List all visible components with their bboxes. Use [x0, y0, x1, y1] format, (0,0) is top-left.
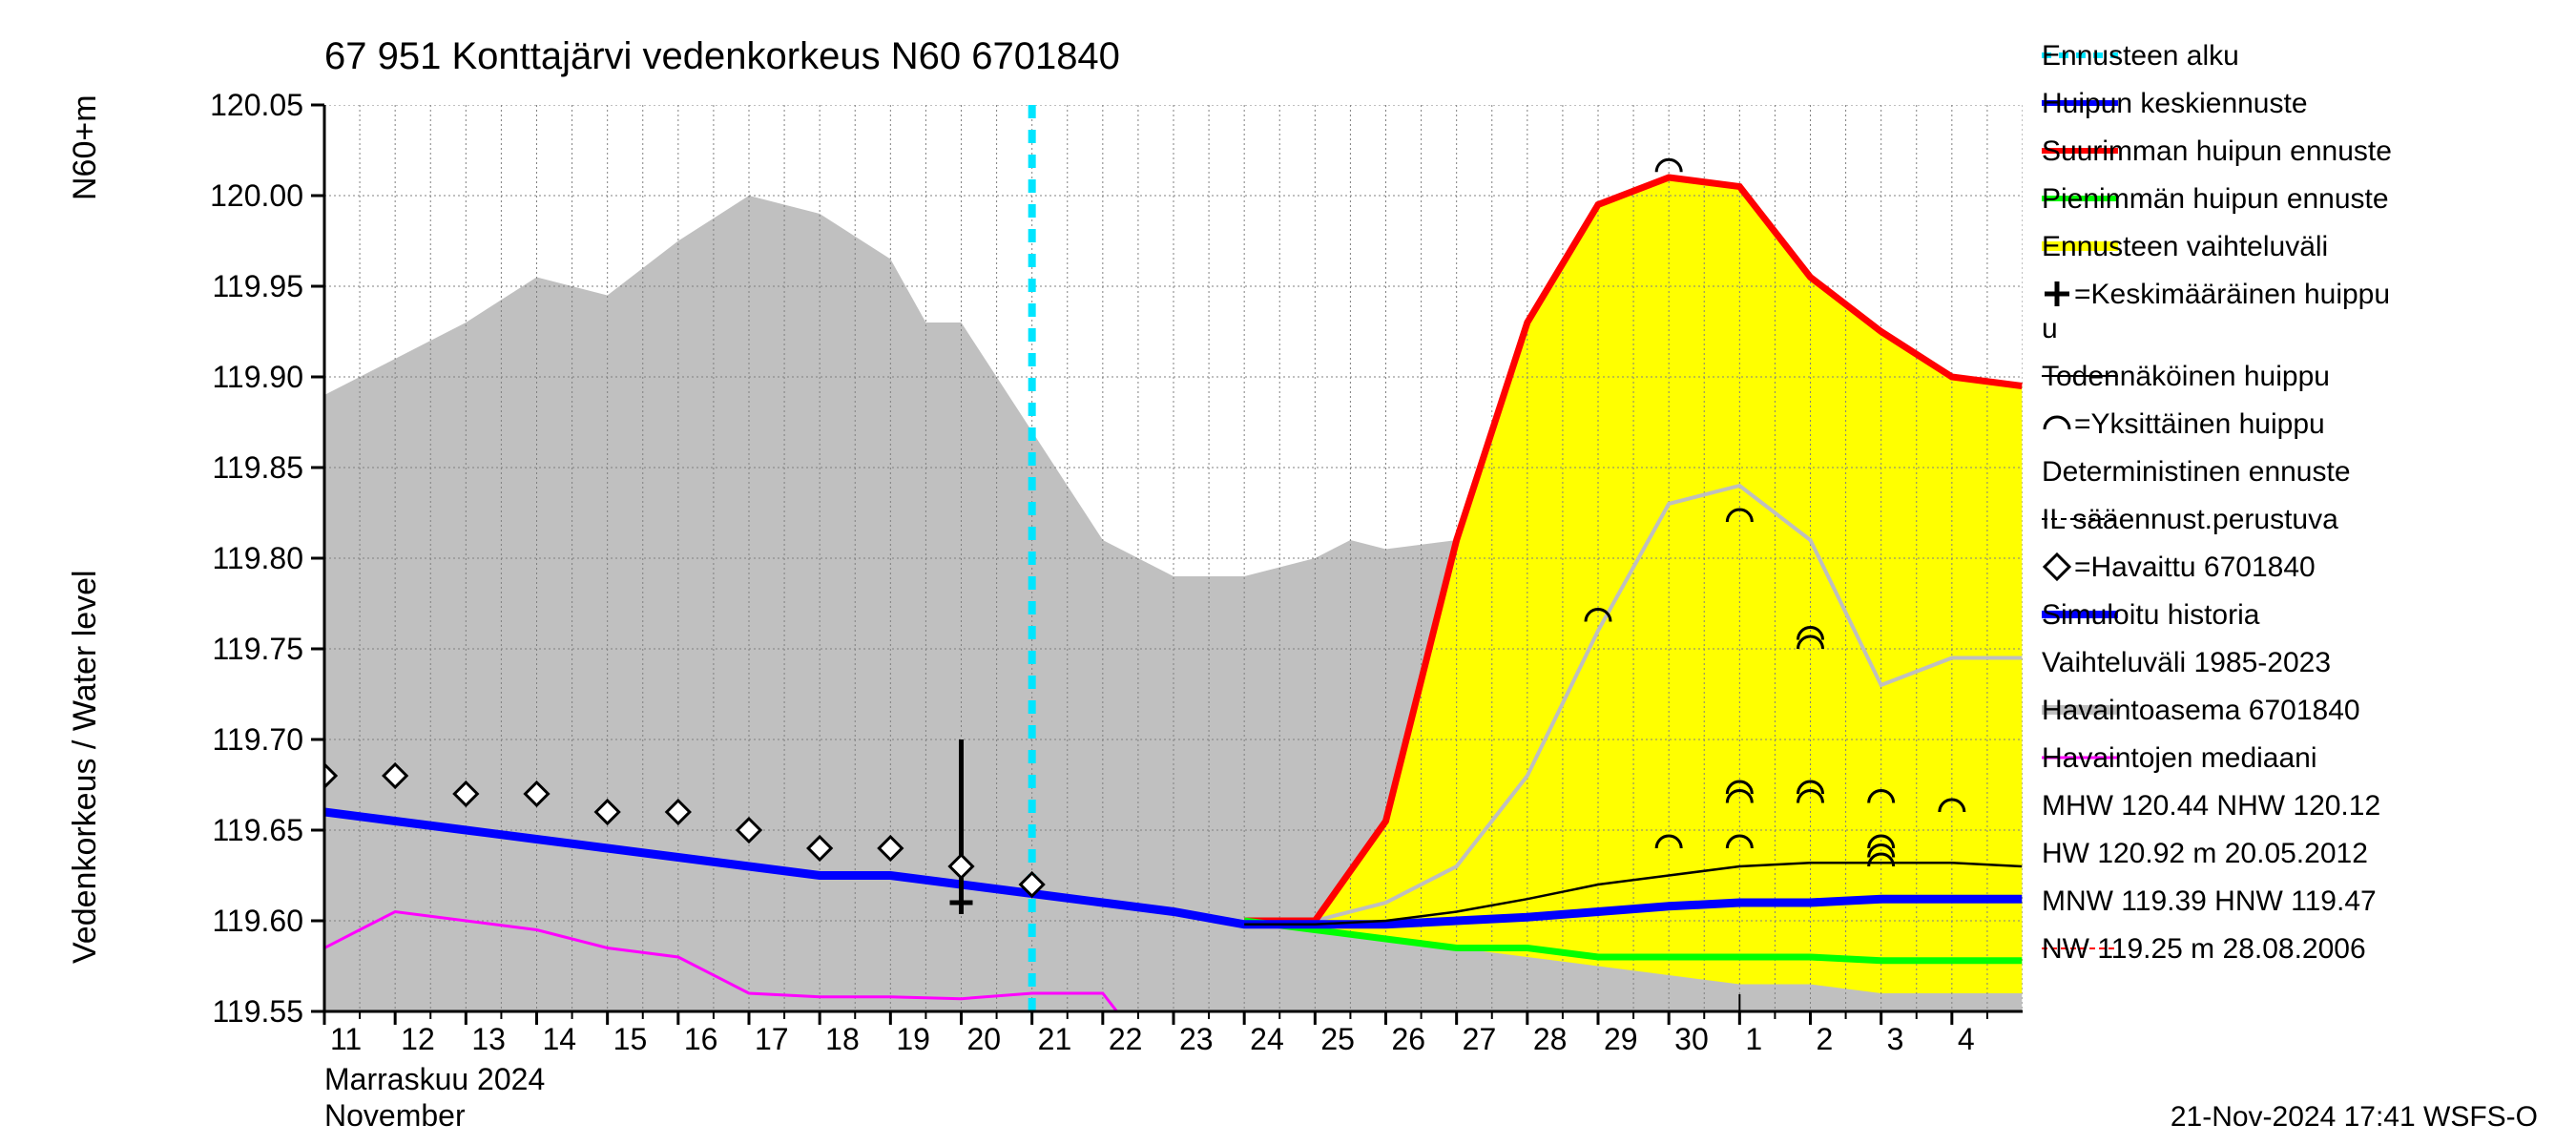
x-tick-label: 17	[755, 1022, 789, 1056]
x-tick-label: 19	[896, 1022, 930, 1056]
x-tick-label: 23	[1179, 1022, 1214, 1056]
y-tick-label: 120.05	[210, 88, 303, 122]
legend-label: =Havaittu 6701840	[2074, 552, 2316, 583]
y-tick-label: 119.65	[213, 813, 304, 847]
y-tick-label: 119.80	[213, 541, 304, 575]
legend-label: NW 119.25 m 28.08.2006	[2042, 933, 2366, 965]
x-tick-label: 2	[1817, 1022, 1834, 1056]
legend-label: Ennusteen vaihteluväli	[2042, 231, 2328, 262]
x-tick-label: 1	[1745, 1022, 1762, 1056]
legend-label: MNW 119.39 HNW 119.47	[2042, 885, 2377, 917]
y-tick-label: 119.90	[213, 360, 304, 394]
legend-label: Pienimmän huipun ennuste	[2042, 183, 2389, 215]
hydrograph-chart: 119.55 119.60 119.65 119.70 119.75 119.80 119.…	[0, 0, 2576, 1145]
x-tick-label: 4	[1958, 1022, 1975, 1056]
y-tick-label: 119.75	[213, 632, 304, 666]
y-tick-label: 119.55	[213, 994, 304, 1029]
x-month-label-en: November	[324, 1098, 466, 1133]
x-tick-label: 29	[1604, 1022, 1638, 1056]
x-tick-label: 18	[825, 1022, 860, 1056]
x-tick-label: 30	[1674, 1022, 1709, 1056]
x-tick-label: 26	[1392, 1022, 1426, 1056]
x-tick-label: 3	[1887, 1022, 1904, 1056]
legend-label: IL sääennust.perustuva	[2042, 504, 2338, 535]
chart-title: 67 951 Konttajärvi vedenkorkeus N60 6701…	[324, 35, 1120, 77]
svg-text:u: u	[2042, 313, 2058, 344]
legend-label: MHW 120.44 NHW 120.12	[2042, 790, 2380, 822]
y-tick-label: 119.85	[213, 450, 304, 485]
legend-label: Ennusteen alku	[2042, 40, 2239, 72]
x-tick-label: 15	[613, 1022, 648, 1056]
chart-container: 119.55 119.60 119.65 119.70 119.75 119.80 119.…	[0, 0, 2576, 1145]
x-tick-label: 22	[1109, 1022, 1143, 1056]
legend-label: Deterministinen ennuste	[2042, 456, 2351, 488]
legend-label: Vaihteluväli 1985-2023	[2042, 647, 2331, 678]
x-tick-label: 16	[684, 1022, 718, 1056]
legend-label: =Keskimääräinen huippu	[2074, 279, 2390, 310]
y-tick-label: 119.60	[213, 904, 304, 938]
x-tick-label: 20	[967, 1022, 1002, 1056]
legend-label: Simuloitu historia	[2042, 599, 2260, 631]
legend-label: =Yksittäinen huippu	[2074, 408, 2325, 440]
x-tick-label: 25	[1320, 1022, 1355, 1056]
x-month-label-fi: Marraskuu 2024	[324, 1062, 545, 1096]
legend: Ennusteen alku Huipun keskiennuste Suurimm…	[2042, 40, 2392, 965]
x-tick-label: 28	[1533, 1022, 1568, 1056]
legend-label: Todennäköinen huippu	[2042, 361, 2330, 392]
x-tick-label: 12	[401, 1022, 435, 1056]
y-axis-label-2: N60+m	[67, 94, 103, 200]
y-tick-label: 119.70	[213, 722, 304, 757]
legend-label: Havaintoasema 6701840	[2042, 695, 2360, 726]
x-tick-label: 21	[1038, 1022, 1072, 1056]
x-tick-label: 13	[471, 1022, 506, 1056]
y-tick-label: 119.95	[213, 269, 304, 303]
y-tick-label: 120.00	[210, 178, 303, 213]
legend-label: Huipun keskiennuste	[2042, 88, 2308, 119]
legend-label: Havaintojen mediaani	[2042, 742, 2317, 774]
x-tick-label: 27	[1463, 1022, 1497, 1056]
y-axis-label-1: Vedenkorkeus / Water level	[67, 570, 103, 964]
legend-label: HW 120.92 m 20.05.2012	[2042, 838, 2368, 869]
x-tick-label: 24	[1250, 1022, 1284, 1056]
x-tick-label: 14	[543, 1022, 577, 1056]
legend-label: Suurimman huipun ennuste	[2042, 135, 2392, 167]
x-tick-label: 11	[330, 1022, 362, 1056]
footer-timestamp: 21-Nov-2024 17:41 WSFS-O	[2171, 1101, 2538, 1133]
